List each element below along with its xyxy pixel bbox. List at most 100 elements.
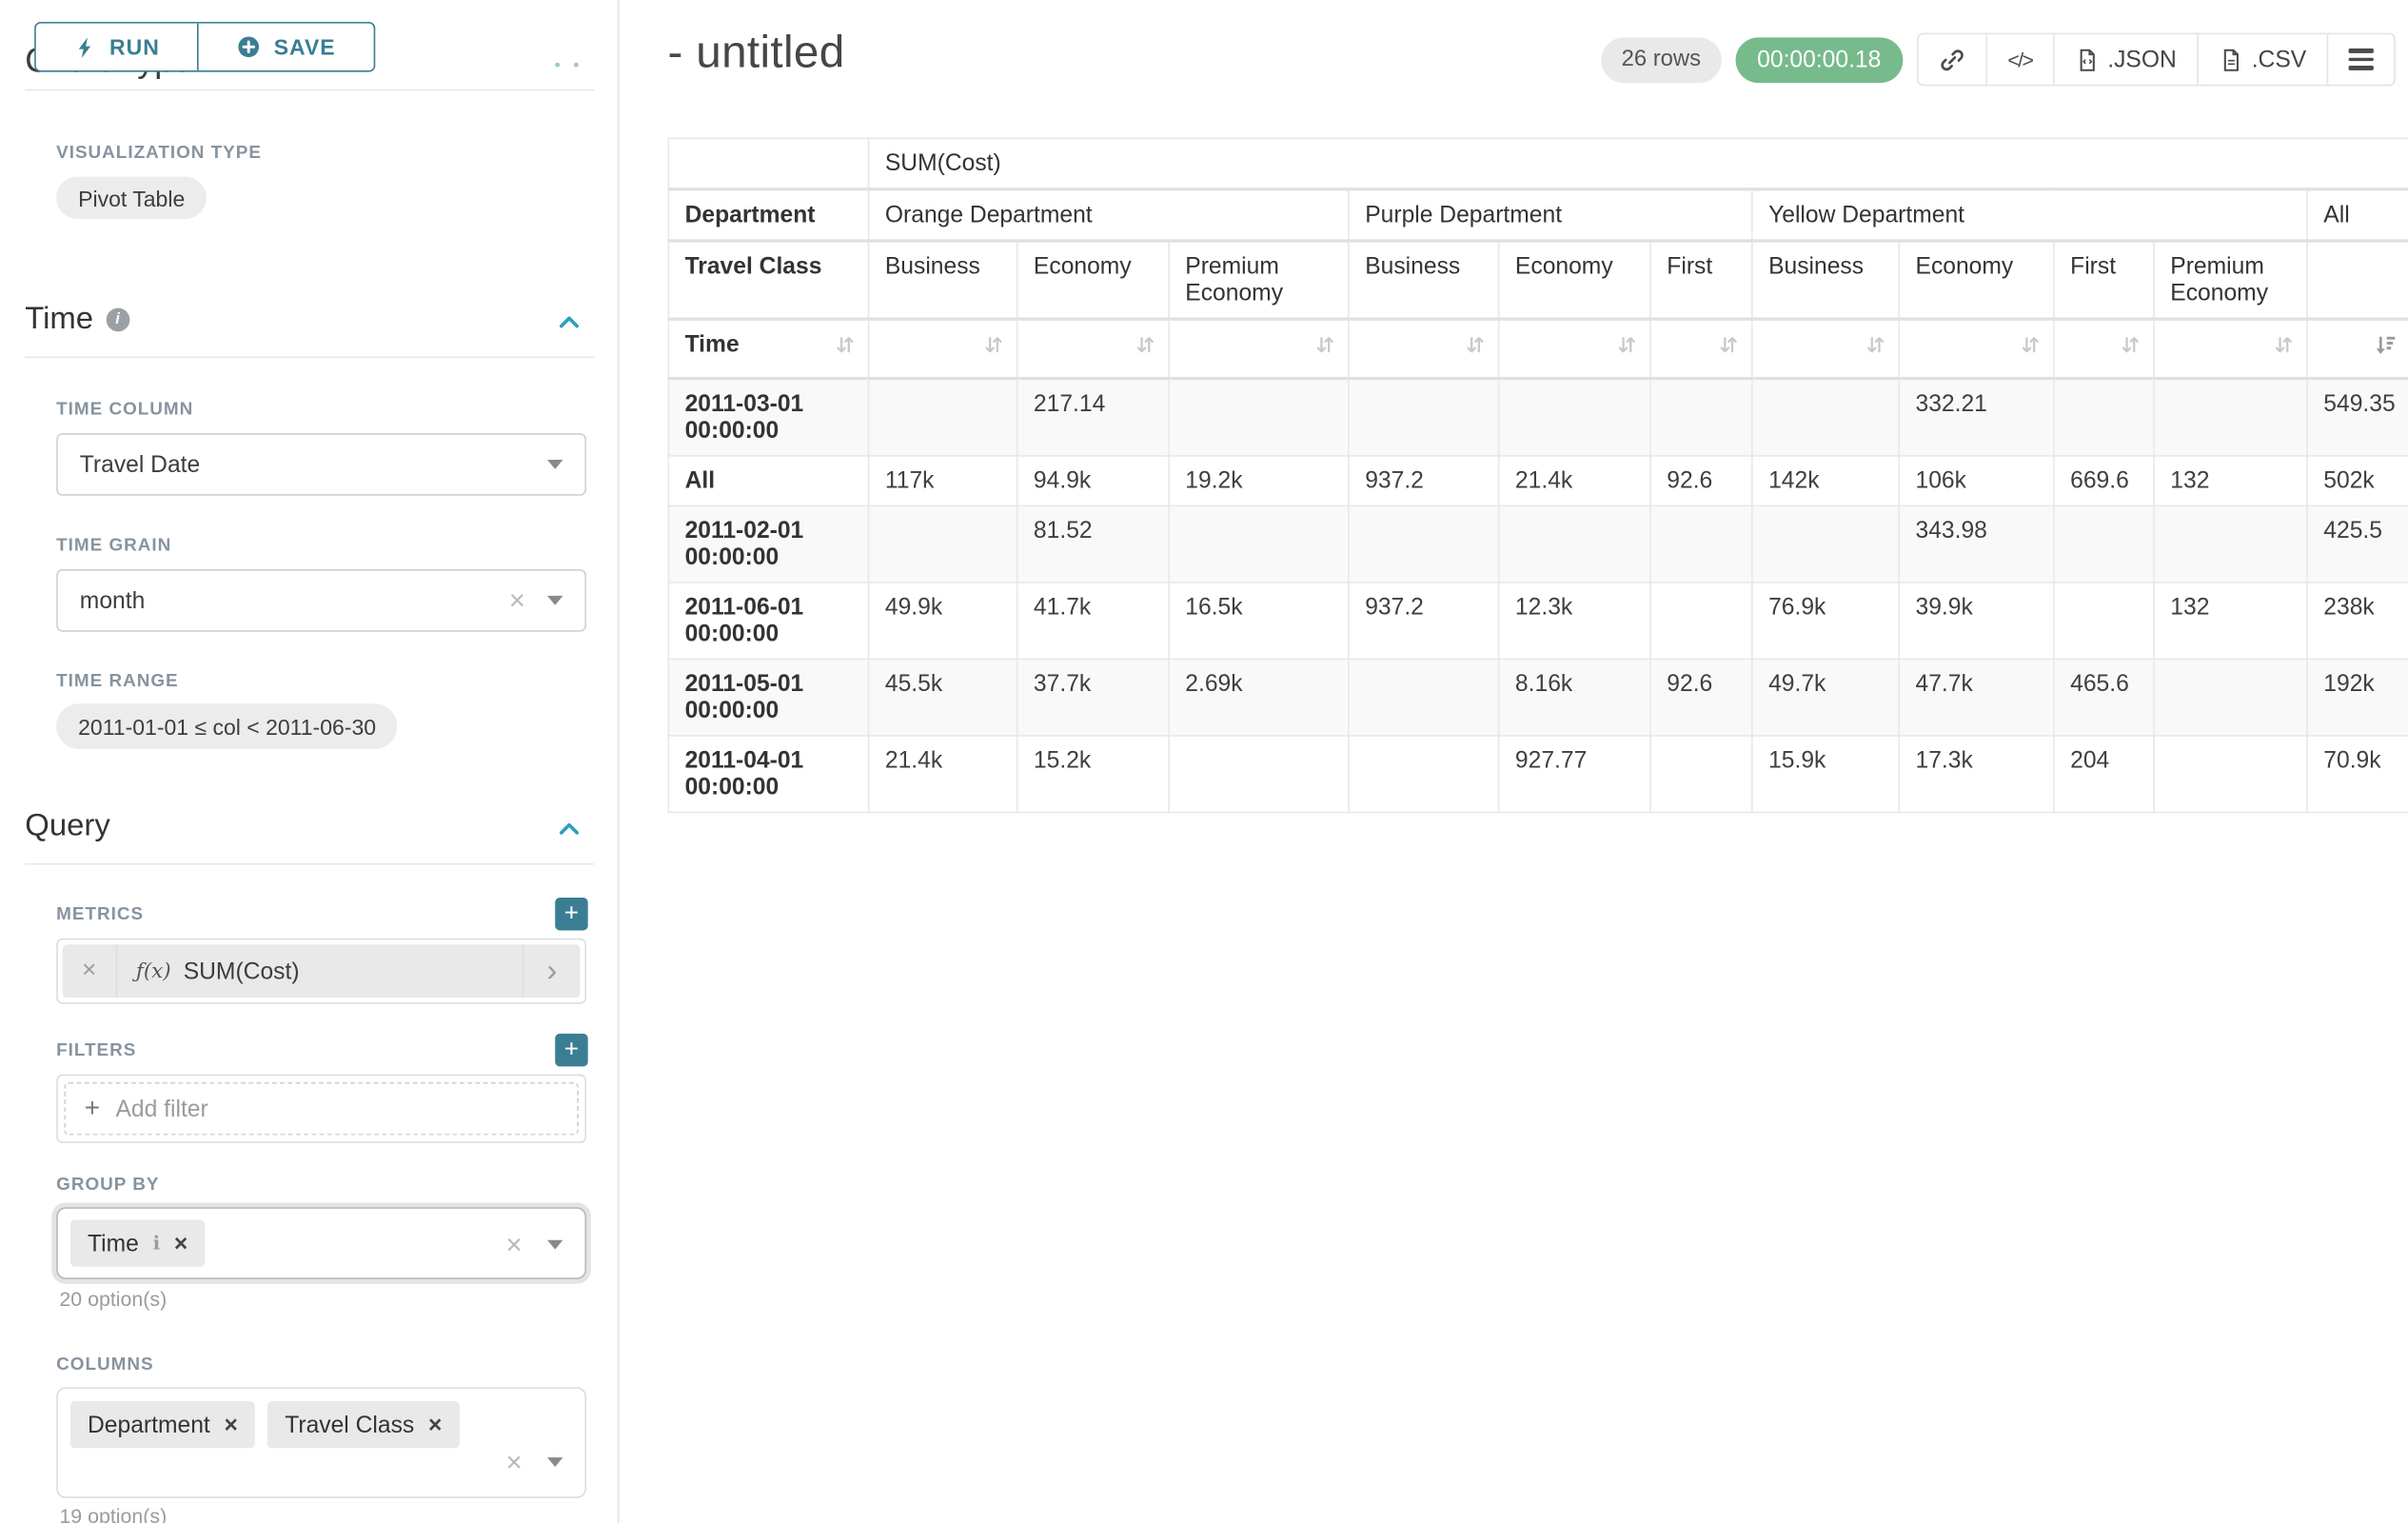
chevron-down-icon[interactable] [547, 1457, 563, 1468]
pivot-cell [1168, 735, 1350, 814]
sort-descending-icon[interactable] [2374, 333, 2398, 363]
add-filter-dropzone[interactable]: + Add filter [64, 1081, 579, 1136]
sort-header[interactable] [1168, 318, 1350, 381]
sort-row: Time [667, 318, 2408, 381]
code-icon: </> [2007, 48, 2034, 71]
table-row: 2011-05-01 00:00:00 45.5k 37.7k 2.69k 8.16k 9… [667, 658, 2408, 737]
remove-chip-icon[interactable]: × [224, 1411, 238, 1438]
travel-class-header: Business [867, 240, 1018, 321]
share-link-button[interactable] [1919, 34, 1986, 85]
pivot-cell [1348, 504, 1500, 583]
pivot-cell: 425.5 [2306, 504, 2408, 583]
group-by-option-count: 20 option(s) [59, 1287, 168, 1311]
filters-control: + Add filter [56, 1074, 587, 1143]
more-menu-button[interactable] [2326, 34, 2395, 85]
pivot-cell [1649, 582, 1753, 661]
clear-icon[interactable]: × [505, 1446, 523, 1478]
time-grain-select[interactable]: month × [56, 569, 587, 632]
sort-icon[interactable] [1864, 333, 1887, 363]
sort-header[interactable] [1348, 318, 1500, 381]
pivot-cell [1751, 504, 1901, 583]
remove-chip-icon[interactable]: × [173, 1230, 188, 1257]
pivot-cell: 37.7k [1016, 658, 1170, 737]
pivot-cell: 81.52 [1016, 504, 1170, 583]
travel-class-header [2306, 240, 2408, 321]
clear-icon[interactable]: × [505, 1229, 523, 1261]
columns-chip[interactable]: Travel Class × [267, 1401, 460, 1449]
pivot-cell: 117k [867, 455, 1018, 507]
time-grain-label: TIME GRAIN [56, 536, 172, 556]
pivot-cell: 549.35 [2306, 377, 2408, 457]
group-by-select[interactable]: Time i × × [56, 1207, 587, 1279]
time-sort-header[interactable]: Time [667, 318, 870, 381]
pivot-cell: 19.2k [1168, 455, 1350, 507]
sort-header[interactable] [1898, 318, 2055, 381]
time-range-pill[interactable]: 2011-01-01 ≤ col < 2011-06-30 [56, 703, 399, 749]
sort-icon[interactable] [1464, 333, 1488, 363]
sort-header[interactable] [1016, 318, 1170, 381]
pivot-cell: 343.98 [1898, 504, 2055, 583]
sort-icon[interactable] [1615, 333, 1639, 363]
sort-icon[interactable] [2272, 333, 2296, 363]
json-file-icon [2080, 48, 2095, 70]
sort-header[interactable] [2153, 318, 2308, 381]
sort-header[interactable] [1649, 318, 1753, 381]
sort-icon[interactable] [982, 333, 1006, 363]
run-button[interactable]: RUN [35, 23, 198, 70]
chevron-down-icon[interactable] [547, 1239, 563, 1250]
sort-icon[interactable] [1717, 333, 1741, 363]
add-metric-button[interactable]: + [555, 898, 588, 931]
pivot-cell: 937.2 [1348, 455, 1500, 507]
pivot-cell: 12.3k [1497, 582, 1651, 661]
hamburger-icon [2348, 49, 2374, 70]
columns-chip[interactable]: Department × [69, 1401, 256, 1449]
pivot-cell [1348, 735, 1500, 814]
viz-type-pill[interactable]: Pivot Table [56, 176, 207, 220]
travel-class-header: First [1649, 240, 1753, 321]
collapse-time-icon[interactable] [557, 309, 582, 334]
pivot-cell: 465.6 [2053, 658, 2155, 737]
pivot-cell: 21.4k [867, 735, 1018, 814]
row-header: All [667, 455, 870, 507]
group-by-chip[interactable]: Time i × [69, 1219, 206, 1267]
sort-icon[interactable] [2119, 333, 2142, 363]
columns-select[interactable]: Department × Travel Class × × [56, 1387, 587, 1498]
pivot-cell: 21.4k [1497, 455, 1651, 507]
sort-header[interactable] [1751, 318, 1901, 381]
panel-divider [617, 0, 620, 1523]
view-query-button[interactable]: </> [1985, 34, 2052, 85]
info-icon[interactable]: i [152, 1232, 161, 1255]
columns-option-count: 19 option(s) [59, 1504, 168, 1523]
sort-header[interactable] [2053, 318, 2155, 381]
save-button[interactable]: SAVE [197, 23, 374, 70]
sort-icon[interactable] [1313, 333, 1337, 363]
chart-title[interactable]: - untitled [667, 28, 845, 79]
add-filter-button[interactable]: + [555, 1033, 588, 1067]
pivot-cell: 142k [1751, 455, 1901, 507]
clear-icon[interactable]: × [508, 584, 526, 617]
chevron-right-icon[interactable]: › [522, 944, 581, 999]
table-row: 2011-06-01 00:00:00 49.9k 41.7k 16.5k 937.2 1… [667, 582, 2408, 661]
pivot-cell [1348, 377, 1500, 457]
divider [25, 862, 595, 865]
result-toolbar: 26 rows 00:00:00.18 </> .JSON .CSV [1601, 32, 2396, 87]
remove-chip-icon[interactable]: × [428, 1411, 443, 1438]
collapse-query-icon[interactable] [557, 817, 582, 841]
metric-pill[interactable]: × ƒ(x) SUM(Cost) › [62, 944, 581, 999]
sort-icon[interactable] [1134, 333, 1157, 363]
pivot-cell [2153, 377, 2308, 457]
time-column-select[interactable]: Travel Date [56, 433, 587, 496]
sort-header[interactable] [1497, 318, 1651, 381]
sort-header[interactable] [867, 318, 1018, 381]
pivot-cell [2053, 377, 2155, 457]
travel-class-header: Economy [1016, 240, 1170, 321]
sort-icon[interactable] [834, 333, 858, 363]
export-csv-button[interactable]: .CSV [2197, 34, 2326, 85]
remove-metric-icon[interactable]: × [63, 944, 118, 999]
export-json-button[interactable]: .JSON [2052, 34, 2197, 85]
info-icon[interactable]: i [106, 307, 129, 332]
time-range-label: TIME RANGE [56, 672, 179, 692]
sort-icon[interactable] [2019, 333, 2043, 363]
sort-header-active-desc[interactable] [2306, 318, 2408, 381]
pivot-cell: 15.2k [1016, 735, 1170, 814]
